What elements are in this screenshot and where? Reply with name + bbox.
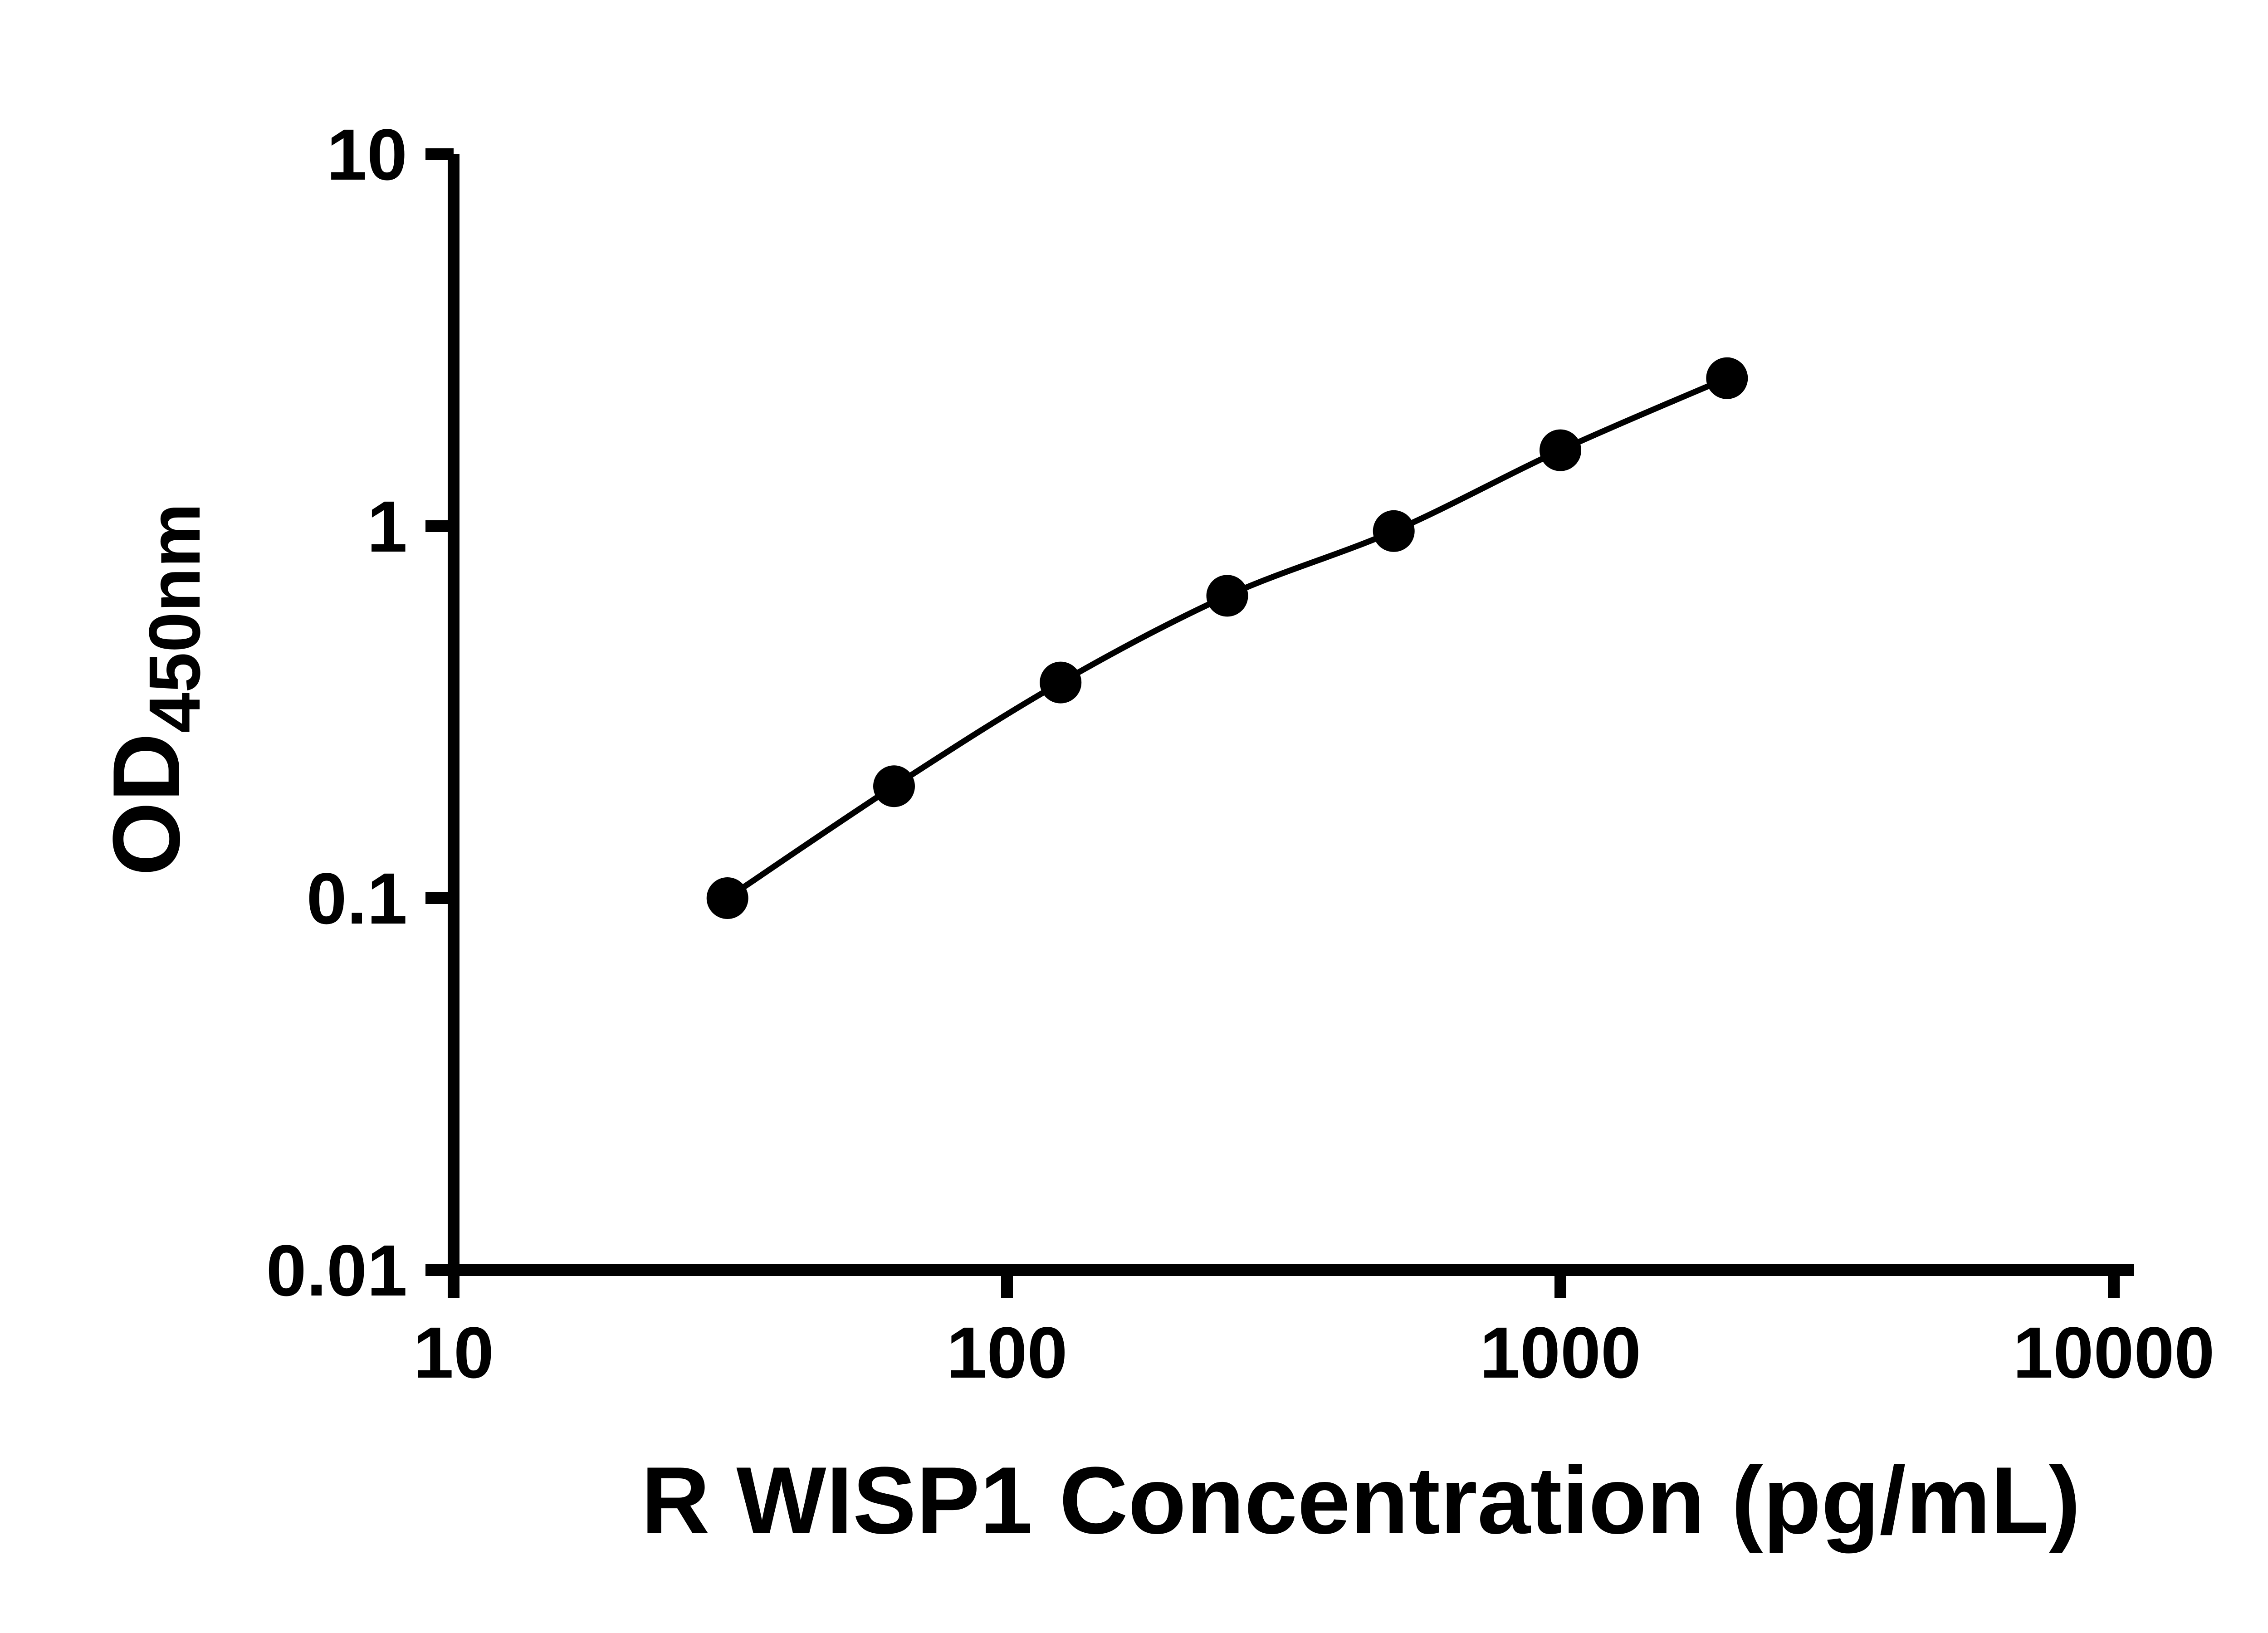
x-tick-label: 10 (413, 1312, 494, 1393)
data-point-marker (873, 765, 915, 807)
y-tick-label: 1 (367, 486, 407, 567)
y-axis-title-subscript: 450nm (134, 503, 215, 733)
y-tick-label: 0.01 (266, 1230, 407, 1311)
data-point-marker (1206, 575, 1248, 617)
x-axis-title: R WISP1 Concentration (pg/mL) (641, 1447, 2080, 1554)
data-point-marker (1373, 510, 1415, 552)
y-axis-title: OD450nm (93, 503, 215, 876)
y-tick-label: 10 (327, 114, 407, 195)
x-tick-label: 1000 (1480, 1312, 1641, 1393)
plot-area: 10 100 1000 10000 0.01 0.1 1 10 (266, 114, 2215, 1393)
x-tick-label: 10000 (2013, 1312, 2215, 1393)
x-tick-label: 100 (947, 1312, 1068, 1393)
data-point-marker (1540, 429, 1581, 471)
y-axis-title-main: OD (93, 733, 200, 876)
data-point-marker (1706, 357, 1748, 399)
data-point-marker (706, 877, 748, 919)
y-tick-label: 0.1 (307, 858, 407, 939)
data-point-marker (1040, 661, 1082, 704)
